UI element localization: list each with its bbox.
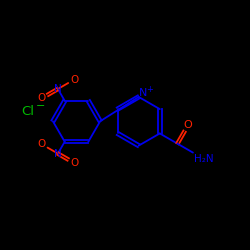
Text: O: O bbox=[70, 158, 78, 168]
Text: +: + bbox=[146, 85, 152, 94]
Text: H₂N: H₂N bbox=[194, 154, 214, 164]
Text: N: N bbox=[54, 148, 62, 158]
Text: O: O bbox=[184, 120, 192, 130]
Text: O: O bbox=[38, 94, 46, 104]
Text: N: N bbox=[139, 88, 147, 98]
Text: −: − bbox=[36, 101, 45, 111]
Text: O: O bbox=[38, 139, 46, 149]
Text: Cl: Cl bbox=[22, 105, 35, 118]
Text: O: O bbox=[70, 74, 78, 85]
Text: N: N bbox=[54, 84, 62, 94]
